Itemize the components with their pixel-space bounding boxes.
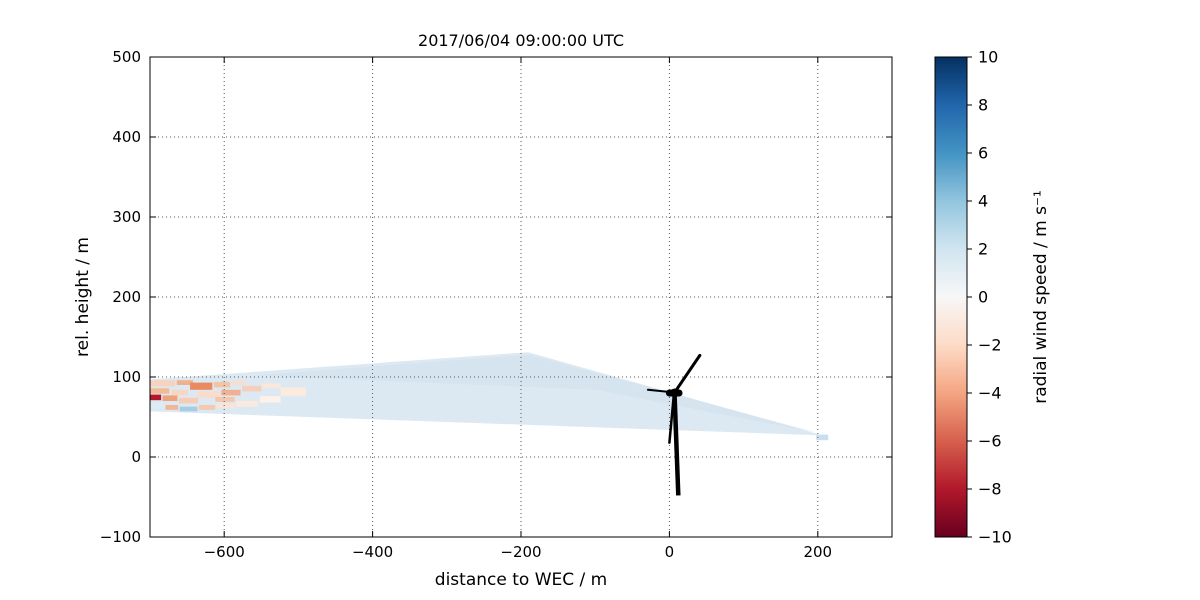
colorbar-tick-label: −2 (978, 336, 1002, 355)
scan-patch (179, 406, 198, 412)
scan-patch (221, 389, 241, 396)
colorbar (934, 56, 968, 538)
axis-ticks-layer (150, 56, 892, 538)
scan-patch (178, 397, 199, 404)
y-axis-label: rel. height / m (73, 237, 93, 357)
colorbar-tick-label: −8 (978, 480, 1002, 499)
scan-patch (171, 389, 188, 396)
y-tick-label: 400 (112, 128, 141, 146)
scan-patch (280, 387, 306, 397)
x-tick-label: −400 (352, 543, 393, 561)
x-tick-label: 0 (665, 543, 675, 561)
scan-wedge-inner (253, 354, 818, 433)
colorbar-tick-label: 2 (978, 240, 988, 259)
x-axis-label: distance to WEC / m (435, 570, 607, 590)
scan-patch (216, 403, 235, 409)
plot-title: 2017/06/04 09:00:00 UTC (418, 31, 624, 50)
scan-patch (165, 405, 179, 410)
turbine-blade (668, 393, 676, 444)
y-tick-label: 500 (112, 48, 141, 66)
colorbar-tick-label: 0 (978, 288, 988, 307)
gridlines-layer (150, 56, 892, 538)
scan-patch (150, 402, 164, 409)
scan-patch (150, 388, 170, 394)
scan-patch (259, 396, 281, 403)
y-tick-label: 200 (112, 288, 141, 306)
scan-patch (176, 380, 194, 385)
colorbar-tick-label: −6 (978, 432, 1002, 451)
colorbar-ticks-layer: 10 8 6 4 2 0 −2 −4 −6 −8 −10 (967, 48, 1012, 547)
scan-patch (236, 401, 259, 407)
scan-patch (150, 394, 162, 401)
scan-wedge-layer (150, 352, 829, 441)
x-tick-label: 200 (803, 543, 832, 561)
scan-patch (150, 380, 176, 387)
axis-tick-labels-layer: −600 −400 −200 0 200 −100 0 100 200 300 400 500 (100, 48, 832, 561)
scan-patch (816, 434, 829, 441)
scan-patch (242, 385, 262, 392)
x-tick-label: −600 (204, 543, 245, 561)
colorbar-tick-label: −4 (978, 384, 1002, 403)
y-tick-label: 100 (112, 368, 141, 386)
colorbar-tick-label: 10 (978, 48, 998, 67)
colorbar-label: radial wind speed / m s⁻¹ (1031, 190, 1051, 404)
scan-patch (215, 397, 235, 402)
wind-turbine (646, 353, 702, 496)
y-tick-label: 0 (131, 448, 141, 466)
colorbar-tick-label: −10 (978, 528, 1012, 547)
colorbar-tick-label: 8 (978, 96, 988, 115)
turbine-blade (646, 388, 674, 394)
colorbar-tick-label: 4 (978, 192, 988, 211)
scan-patch (213, 381, 231, 388)
scan-patch (231, 381, 247, 385)
y-tick-label: 300 (112, 208, 141, 226)
x-tick-label: −200 (500, 543, 541, 561)
scan-patch (190, 382, 213, 390)
scan-patch (162, 395, 178, 401)
scan-patch (197, 391, 220, 398)
scan-patch (198, 405, 216, 410)
y-tick-label: −100 (100, 528, 141, 546)
colorbar-tick-label: 6 (978, 144, 988, 163)
turbine-tower (672, 395, 681, 496)
scan-patch (262, 383, 281, 389)
turbine-blade (673, 353, 702, 393)
